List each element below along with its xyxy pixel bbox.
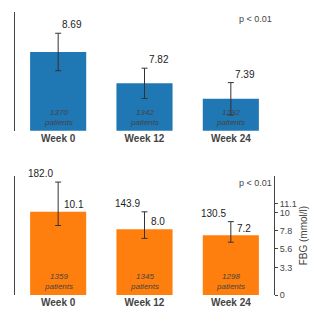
svg-text:Week 12: Week 12	[125, 133, 165, 144]
svg-text:11.1: 11.1	[280, 199, 297, 209]
svg-text:7.82: 7.82	[149, 54, 169, 65]
svg-text:8.69: 8.69	[62, 19, 82, 30]
svg-text:10.1: 10.1	[64, 199, 84, 210]
svg-text:10: 10	[280, 208, 290, 218]
svg-text:3.3: 3.3	[280, 263, 293, 273]
svg-text:7.2: 7.2	[237, 223, 251, 234]
svg-text:130.5: 130.5	[201, 208, 226, 219]
svg-text:Week 0: Week 0	[41, 297, 76, 308]
svg-text:Week 24: Week 24	[211, 133, 251, 144]
svg-text:Week 0: Week 0	[41, 133, 76, 144]
svg-text:1292patients: 1292patients	[216, 108, 245, 127]
svg-text:p < 0.01: p < 0.01	[239, 14, 272, 24]
svg-text:182.0: 182.0	[28, 168, 53, 179]
svg-text:1370patients: 1370patients	[44, 108, 73, 127]
svg-text:0: 0	[280, 290, 285, 300]
svg-text:7.39: 7.39	[235, 69, 255, 80]
svg-text:143.9: 143.9	[115, 198, 140, 209]
svg-text:Week 12: Week 12	[125, 297, 165, 308]
svg-text:1298patients: 1298patients	[216, 272, 245, 291]
svg-text:1342patients: 1342patients	[130, 108, 159, 127]
svg-text:p < 0.01: p < 0.01	[239, 178, 272, 188]
svg-text:Week 24: Week 24	[211, 297, 251, 308]
svg-text:7.8: 7.8	[280, 226, 293, 236]
svg-text:8.0: 8.0	[151, 216, 165, 227]
svg-text:FBG (mmol/l): FBG (mmol/l)	[298, 206, 309, 265]
svg-text:1359patients: 1359patients	[44, 272, 73, 291]
svg-text:5.6: 5.6	[280, 244, 293, 254]
svg-text:1345patients: 1345patients	[130, 272, 159, 291]
